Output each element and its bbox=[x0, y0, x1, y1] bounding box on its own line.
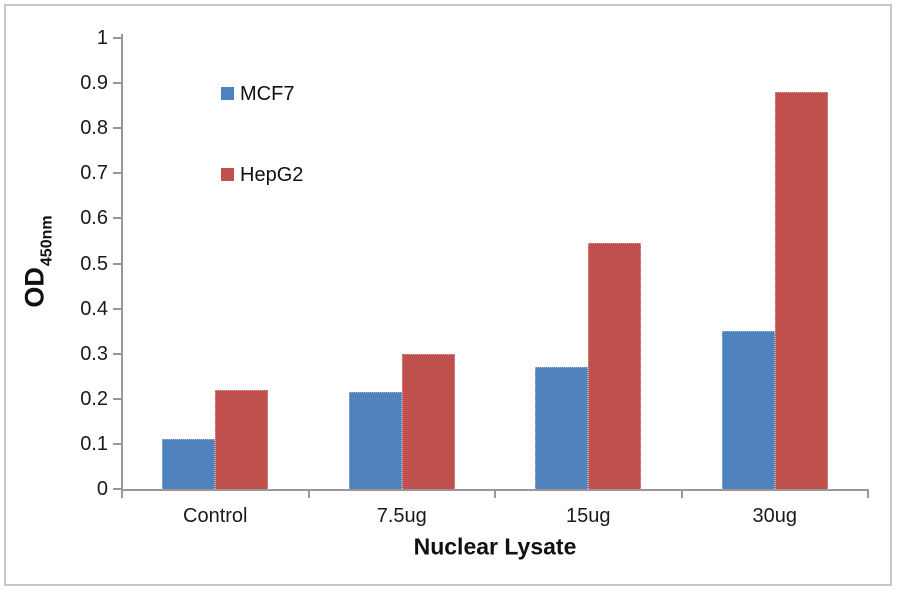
legend-label-hepg2: HepG2 bbox=[240, 164, 304, 186]
y-tick-label-0-9: 0.9 bbox=[80, 72, 108, 95]
y-axis-title-main: OD bbox=[19, 267, 50, 308]
bar-mcf7-30ug bbox=[721, 331, 775, 489]
y-tick-mark-0-1 bbox=[113, 442, 121, 445]
x-axis-title: Nuclear Lysate bbox=[413, 533, 577, 560]
y-axis-title: OD450nm bbox=[19, 215, 56, 308]
x-tick-mark-2 bbox=[494, 491, 496, 498]
x-axis-line bbox=[121, 489, 869, 491]
y-tick-label-0-8: 0.8 bbox=[80, 117, 108, 140]
bar-hepg2-30ug bbox=[774, 92, 828, 489]
bar-hepg2-15ug bbox=[588, 243, 642, 489]
chart-border bbox=[4, 4, 892, 586]
y-tick-mark-0-4 bbox=[113, 307, 121, 310]
y-tick-label-0-3: 0.3 bbox=[80, 342, 108, 365]
legend-label-mcf7: MCF7 bbox=[240, 83, 295, 105]
y-tick-mark-0-6 bbox=[113, 217, 121, 220]
y-tick-label-0-7: 0.7 bbox=[80, 162, 108, 185]
x-category-label-30ug: 30ug bbox=[752, 505, 798, 527]
y-tick-mark-1 bbox=[113, 37, 121, 39]
y-tick-label-0-2: 0.2 bbox=[80, 387, 108, 410]
y-tick-label-0-4: 0.4 bbox=[80, 297, 108, 320]
y-tick-mark-0-9 bbox=[113, 82, 121, 85]
y-tick-label-0: 0 bbox=[96, 478, 108, 500]
bar-mcf7-control bbox=[162, 439, 216, 489]
y-tick-mark-0-8 bbox=[113, 127, 121, 130]
y-tick-mark-0 bbox=[113, 488, 121, 490]
bar-hepg2-control bbox=[215, 389, 269, 489]
bar-hepg2-7-5ug bbox=[401, 353, 455, 489]
bar-mcf7-15ug bbox=[535, 367, 589, 489]
x-category-label-7-5ug: 7.5ug bbox=[376, 505, 427, 527]
y-tick-mark-0-3 bbox=[113, 352, 121, 355]
y-axis-title-subscript: 450nm bbox=[38, 215, 56, 267]
y-tick-mark-0-5 bbox=[113, 262, 121, 265]
y-tick-mark-0-7 bbox=[113, 172, 121, 175]
y-tick-label-0-1: 0.1 bbox=[80, 432, 108, 455]
x-tick-mark-3 bbox=[680, 491, 683, 498]
y-tick-label-0-5: 0.5 bbox=[80, 252, 108, 275]
legend-swatch-hepg2 bbox=[221, 168, 234, 181]
x-tick-mark-0 bbox=[121, 491, 123, 498]
x-category-label-15ug: 15ug bbox=[566, 505, 611, 527]
x-tick-mark-1 bbox=[307, 491, 310, 498]
x-category-label-control: Control bbox=[183, 505, 248, 527]
y-axis-line bbox=[121, 34, 123, 491]
y-tick-mark-0-2 bbox=[113, 397, 121, 400]
legend-swatch-mcf7 bbox=[221, 87, 234, 100]
y-tick-label-1: 1 bbox=[96, 27, 108, 49]
y-tick-label-0-6: 0.6 bbox=[80, 207, 108, 230]
x-tick-mark-4 bbox=[867, 491, 869, 498]
bar-mcf7-7-5ug bbox=[348, 392, 402, 489]
